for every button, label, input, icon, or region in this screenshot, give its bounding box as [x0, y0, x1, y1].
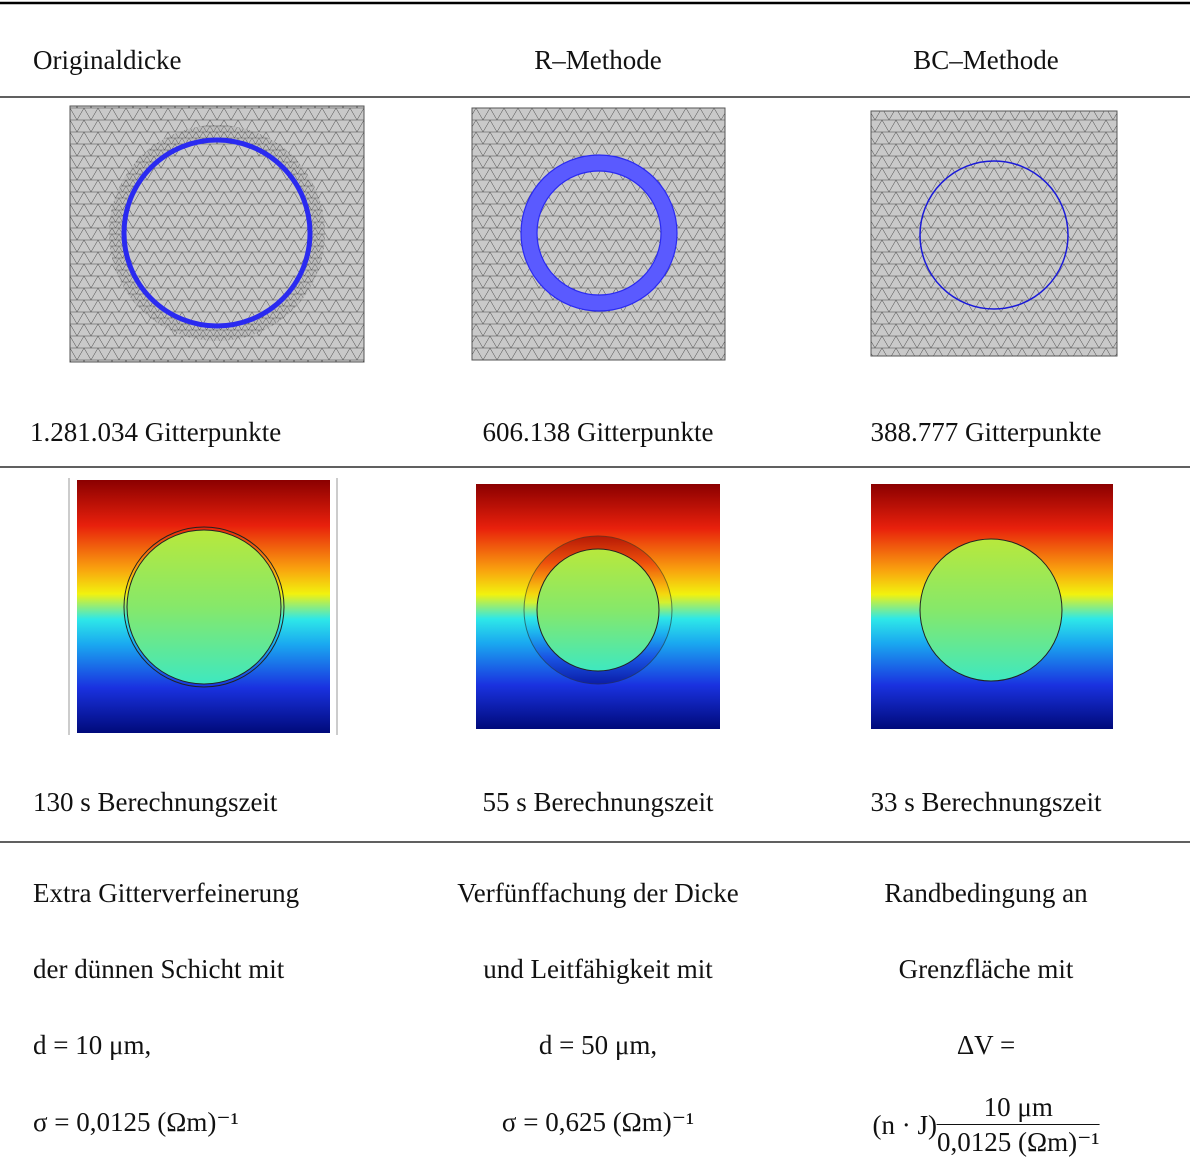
description-line: d = 50 μm, [539, 1027, 657, 1063]
denominator: 0,0125 (Ωm)⁻¹ [937, 1124, 1099, 1159]
header: R–Methode [534, 42, 662, 78]
numerator: 10 μm [984, 1090, 1053, 1124]
description-line: σ = 0,0125 (Ωm)⁻¹ [33, 1104, 239, 1140]
mesh-caption: 606.138 Gitterpunkte [483, 414, 714, 450]
description-line: d = 10 μm, [33, 1027, 151, 1063]
description-line: Extra Gitterverfeinerung [33, 875, 299, 911]
time-caption: 33 s Berechnungszeit [871, 784, 1102, 820]
mesh-caption: 1.281.034 Gitterpunkte [30, 414, 281, 450]
mesh-r-method [472, 108, 725, 360]
formula-prefix: (n · J) [873, 1107, 937, 1143]
time-caption: 55 s Berechnungszeit [483, 784, 714, 820]
formula: (n · J) 10 μm 0,0125 (Ωm)⁻¹ [873, 1090, 1100, 1159]
field-r-method [476, 484, 720, 729]
mesh-bc-method [871, 111, 1117, 356]
page: Originaldicke R–Methode BC–Methode 1.281… [0, 0, 1190, 1168]
description-line: Randbedingung an [884, 875, 1087, 911]
fraction: 10 μm 0,0125 (Ωm)⁻¹ [937, 1090, 1099, 1159]
field-bc-method [871, 484, 1113, 729]
mesh-original [70, 106, 364, 362]
description-line: Verfünffachung der Dicke [457, 875, 738, 911]
header: Originaldicke [33, 42, 181, 78]
description-line: σ = 0,625 (Ωm)⁻¹ [502, 1104, 694, 1140]
time-caption: 130 s Berechnungszeit [33, 784, 277, 820]
header: BC–Methode [913, 42, 1059, 78]
mesh-caption: 388.777 Gitterpunkte [871, 414, 1102, 450]
field-original [69, 478, 337, 735]
description-line: Grenzfläche mit [899, 951, 1074, 987]
description-line: ΔV = [957, 1027, 1015, 1063]
description-line: und Leitfähigkeit mit [483, 951, 712, 987]
graphics [0, 0, 1190, 1168]
description-line: der dünnen Schicht mit [33, 951, 284, 987]
